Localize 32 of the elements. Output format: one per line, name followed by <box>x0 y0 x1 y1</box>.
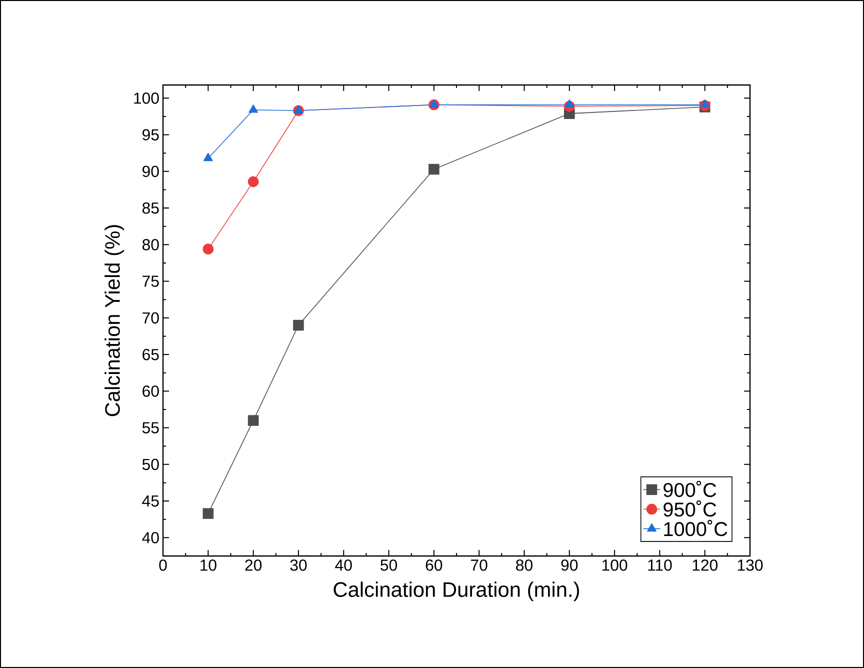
y-tick-label: 55 <box>142 422 159 434</box>
x-tick-label: 20 <box>245 560 262 571</box>
y-tick-label: 60 <box>142 386 159 397</box>
y-tick-label: 100 <box>134 92 159 104</box>
x-tick-label: 0 <box>159 560 167 571</box>
y-axis-title: Calcination Yield (%) <box>104 225 124 416</box>
y-tick-label: 95 <box>142 129 159 140</box>
x-tick-label: 50 <box>380 560 398 571</box>
x-tick-label: 70 <box>471 560 488 571</box>
x-tick-label: 80 <box>516 560 532 571</box>
y-tick-label: 80 <box>142 239 159 250</box>
legend-label: 950˚C <box>664 500 716 517</box>
x-axis-title: Calcination Duration (min.) <box>334 582 579 602</box>
y-tick-label: 75 <box>142 276 159 287</box>
legend-label: 900˚C <box>664 480 716 498</box>
x-tick-label: 120 <box>692 560 718 571</box>
x-tick-label: 40 <box>335 560 352 571</box>
y-tick-label: 65 <box>142 348 159 360</box>
x-tick-label: 10 <box>200 560 216 571</box>
x-tick-label: 60 <box>426 560 442 571</box>
y-tick-label: 90 <box>142 166 159 178</box>
y-tick-label: 50 <box>142 458 159 470</box>
y-tick-label: 85 <box>142 202 159 214</box>
y-tick-label: 45 <box>142 495 159 507</box>
y-tick-label: 70 <box>142 312 159 324</box>
x-tick-label: 30 <box>290 560 307 571</box>
x-tick-label: 130 <box>738 560 763 571</box>
x-tick-label: 90 <box>561 560 578 571</box>
x-tick-label: 110 <box>648 560 672 571</box>
x-tick-label: 100 <box>602 560 628 571</box>
legend-label: 1000˚C <box>664 520 728 536</box>
y-tick-label: 40 <box>142 532 159 544</box>
